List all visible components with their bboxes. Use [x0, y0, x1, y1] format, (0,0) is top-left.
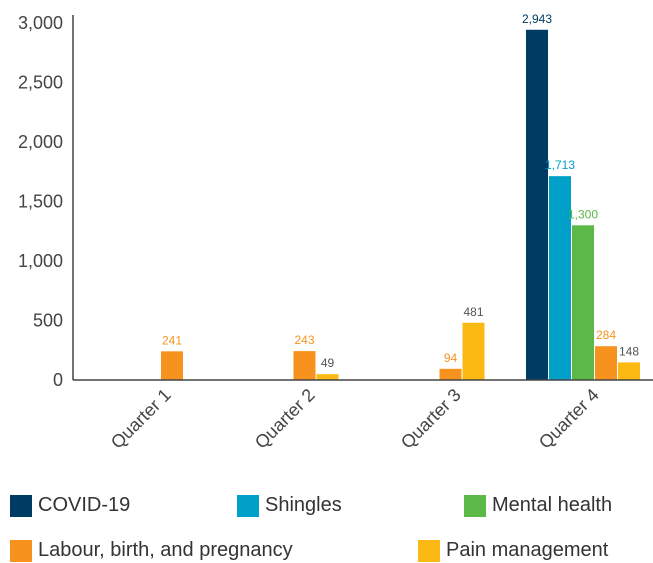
bar [293, 351, 316, 380]
data-label: 49 [321, 356, 335, 370]
bar [462, 322, 485, 380]
legend-label-labour-birth-pregnancy: Labour, birth, and pregnancy [38, 539, 293, 561]
x-tick-label: Quarter 1 [107, 385, 175, 453]
bar [618, 362, 640, 380]
data-label: 1,713 [545, 158, 575, 172]
legend-item-shingles: Shingles [237, 494, 342, 517]
y-tick-label: 500 [33, 311, 63, 331]
data-label: 284 [596, 328, 616, 342]
legend-label-pain-management: Pain management [446, 539, 609, 561]
bar [549, 176, 571, 380]
bar [316, 374, 339, 380]
y-tick-label: 0 [53, 370, 63, 390]
legend-swatch-shingles [237, 494, 259, 517]
x-tick-label: Quarter 3 [397, 385, 465, 453]
data-label: 148 [619, 344, 639, 358]
y-tick-label: 2,000 [18, 132, 63, 152]
bars [161, 29, 640, 381]
y-axis: 0 500 1,000 1,500 2,000 2,500 3,000 [18, 13, 74, 390]
legend-item-covid-19: COVID-19 [10, 494, 130, 517]
legend-item-mental-health: Mental health [464, 494, 612, 517]
y-tick-label: 1,000 [18, 251, 63, 271]
legend-swatch-mental-health [464, 494, 486, 517]
data-label: 243 [294, 333, 314, 347]
y-tick-label: 1,500 [18, 192, 63, 212]
bar [572, 225, 594, 380]
x-tick-label: Quarter 2 [251, 385, 319, 453]
bar [526, 29, 548, 381]
legend-swatch-labour-birth-pregnancy [10, 539, 32, 562]
legend-item-pain-management: Pain management [418, 539, 608, 562]
x-tick-label: Quarter 4 [535, 385, 603, 453]
y-tick-label: 3,000 [18, 13, 63, 33]
data-label: 1,300 [568, 207, 598, 221]
x-axis: Quarter 1 Quarter 2 Quarter 3 Quarter 4 [73, 379, 653, 453]
data-label: 2,943 [522, 12, 552, 26]
legend-swatch-pain-management [418, 539, 440, 562]
legend-label-covid-19: COVID-19 [38, 494, 131, 516]
data-label: 94 [444, 351, 458, 365]
bar [161, 351, 183, 380]
bar [439, 368, 462, 380]
y-tick-label: 2,500 [18, 73, 63, 93]
legend-swatch-covid-19 [10, 494, 32, 517]
legend-label-shingles: Shingles [265, 494, 342, 516]
bar-chart: 0 500 1,000 1,500 2,000 2,500 3,000 241 243 49 94… [18, 12, 653, 453]
bar [595, 346, 617, 380]
data-label: 241 [162, 333, 182, 347]
legend-label-mental-health: Mental health [492, 494, 613, 516]
legend-item-labour-birth-pregnancy: Labour, birth, and pregnancy [10, 539, 293, 562]
data-label: 481 [463, 305, 483, 319]
